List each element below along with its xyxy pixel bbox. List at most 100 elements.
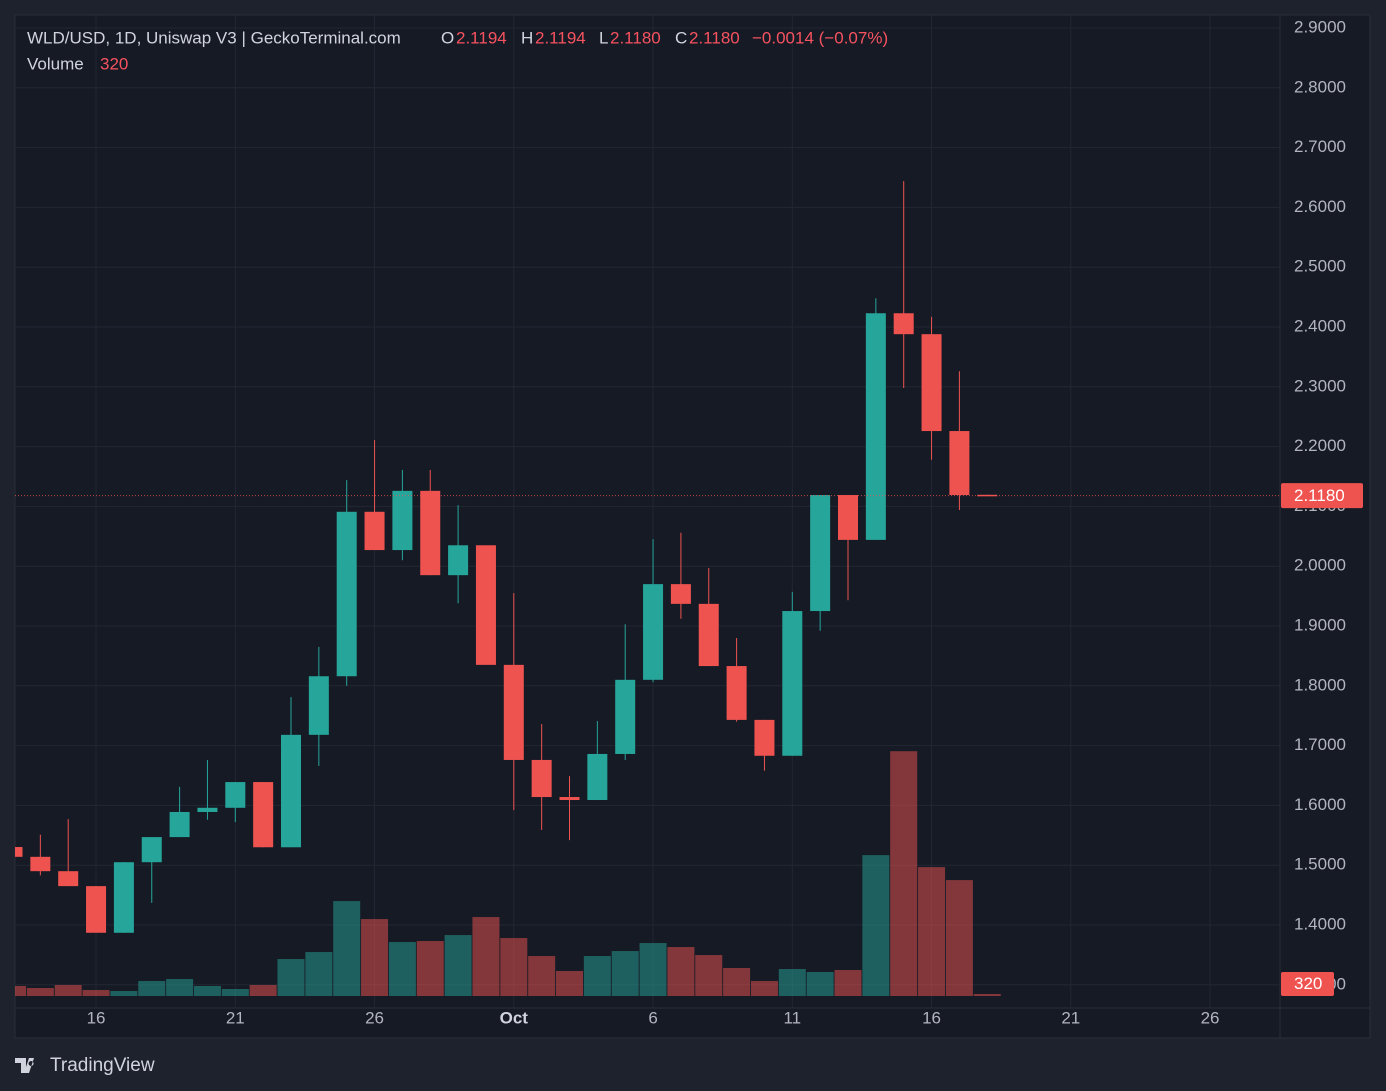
candle-body bbox=[503, 664, 524, 760]
y-tick-label: 1.9000 bbox=[1294, 615, 1346, 634]
y-tick-label: 1.7000 bbox=[1294, 735, 1346, 754]
last-price-label: 2.1180 bbox=[1294, 486, 1345, 505]
volume-bar bbox=[667, 947, 695, 996]
volume-bar bbox=[945, 880, 973, 996]
candle-body bbox=[782, 611, 803, 756]
candle-body bbox=[30, 856, 51, 872]
y-tick-label: 1.4000 bbox=[1294, 914, 1346, 933]
last-price-badge bbox=[1281, 483, 1363, 509]
volume-bar bbox=[750, 981, 778, 996]
candles bbox=[15, 181, 998, 933]
low-value: 2.1180 bbox=[610, 28, 661, 47]
volume-value: 320 bbox=[100, 54, 128, 73]
change: −0.0014 (−0.07%) bbox=[752, 28, 888, 47]
volume-bar bbox=[54, 985, 82, 996]
candle-body bbox=[169, 811, 190, 838]
candle-body bbox=[670, 584, 691, 604]
volume-bar bbox=[361, 919, 389, 996]
volume-bar bbox=[249, 985, 277, 996]
volume-bar bbox=[110, 991, 138, 996]
x-tick-label: 21 bbox=[1061, 1008, 1080, 1027]
volume-bars bbox=[15, 751, 1001, 996]
volume-bar bbox=[528, 956, 556, 996]
y-tick-label: 2.6000 bbox=[1294, 197, 1346, 216]
candle-body bbox=[893, 313, 914, 335]
close-key: C bbox=[675, 28, 687, 47]
volume-bar bbox=[556, 971, 583, 996]
volume-bar bbox=[806, 972, 834, 996]
candle-body bbox=[810, 495, 831, 612]
volume-bar bbox=[583, 956, 611, 996]
volume-bar bbox=[890, 751, 918, 996]
candle-body bbox=[225, 782, 246, 808]
candle-body bbox=[838, 495, 858, 540]
open-value: 2.1194 bbox=[456, 28, 507, 47]
last-volume-badge bbox=[1281, 972, 1334, 997]
candle-body bbox=[420, 490, 441, 576]
candle-body bbox=[253, 782, 274, 848]
volume-bar bbox=[416, 941, 444, 996]
candle-body bbox=[726, 666, 747, 720]
candle-body bbox=[141, 837, 162, 863]
volume-key: Volume bbox=[27, 54, 84, 73]
volume-bar bbox=[305, 952, 333, 996]
candle-body bbox=[949, 431, 970, 496]
high-value: 2.1194 bbox=[535, 28, 586, 47]
y-tick-label: 2.8000 bbox=[1294, 77, 1346, 96]
volume-bar bbox=[221, 989, 249, 996]
y-tick-label: 2.9000 bbox=[1294, 17, 1346, 36]
brand-logo bbox=[15, 1058, 34, 1073]
volume-bar bbox=[444, 935, 472, 996]
x-tick-label: 6 bbox=[648, 1008, 657, 1027]
candle-body bbox=[15, 847, 23, 857]
y-tick-label: 2.5000 bbox=[1294, 257, 1346, 276]
x-tick-label: 26 bbox=[1201, 1008, 1220, 1027]
volume-bar bbox=[193, 986, 221, 996]
x-tick-label: 11 bbox=[783, 1008, 801, 1027]
candle-body bbox=[587, 753, 608, 801]
volume-bar bbox=[834, 970, 862, 996]
candle-body bbox=[281, 734, 301, 848]
x-tick-label: 21 bbox=[226, 1008, 245, 1027]
candle-body bbox=[308, 676, 329, 735]
low-key: L bbox=[599, 28, 608, 47]
last-volume-label: 320 bbox=[1294, 974, 1322, 993]
volume-bar bbox=[723, 968, 751, 996]
volume-bar bbox=[277, 959, 305, 996]
volume-bar bbox=[138, 981, 166, 996]
candle-body bbox=[364, 511, 385, 551]
volume-bar bbox=[918, 867, 946, 996]
y-tick-label: 1.5000 bbox=[1294, 855, 1346, 874]
x-tick-label: 16 bbox=[922, 1008, 941, 1027]
volume-bar bbox=[862, 855, 890, 996]
candle-body bbox=[336, 511, 357, 677]
candle-body bbox=[754, 719, 775, 756]
candle-body bbox=[392, 490, 413, 551]
symbol: WLD/USD, 1D, Uniswap V3 | GeckoTerminal.… bbox=[27, 28, 401, 47]
brand-name: TradingView bbox=[50, 1055, 155, 1076]
candle-body bbox=[475, 545, 496, 665]
candle-body bbox=[197, 807, 218, 812]
chart-frame bbox=[14, 14, 1371, 1039]
candle-body bbox=[643, 584, 664, 680]
volume-bar bbox=[639, 943, 667, 996]
volume-bar bbox=[333, 901, 361, 996]
candle-body bbox=[531, 759, 552, 798]
y-tick-label: 2.4000 bbox=[1294, 316, 1346, 335]
volume-bar bbox=[611, 951, 639, 996]
y-tick-label: 2.0000 bbox=[1294, 556, 1346, 575]
open-key: O bbox=[441, 28, 454, 47]
x-tick-label: 16 bbox=[87, 1008, 106, 1027]
y-tick-label: 2.7000 bbox=[1294, 137, 1346, 156]
candle-body bbox=[58, 871, 79, 887]
candle-body bbox=[698, 603, 719, 667]
volume-bar bbox=[388, 942, 416, 996]
candle-body bbox=[113, 862, 134, 933]
y-tick-label: 2.2000 bbox=[1294, 436, 1346, 455]
volume-bar bbox=[26, 988, 54, 996]
volume-bar bbox=[973, 994, 1001, 996]
y-tick-label: 1.6000 bbox=[1294, 795, 1346, 814]
x-tick-label: Oct bbox=[500, 1008, 529, 1027]
volume-bar bbox=[472, 917, 500, 996]
